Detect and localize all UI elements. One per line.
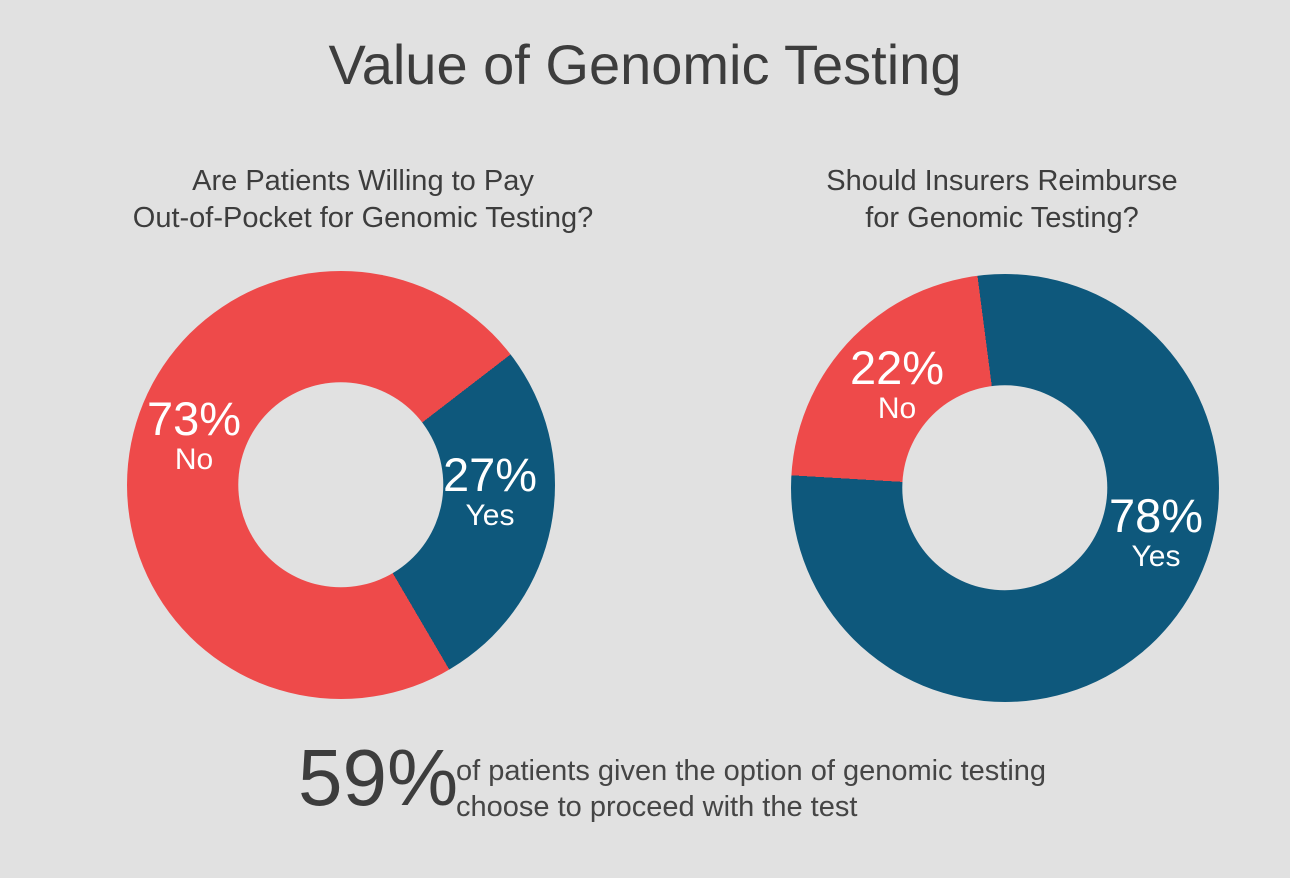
stat-number: 59%	[298, 733, 459, 822]
donut-chart-insurers-reimburse	[791, 274, 1219, 702]
right-chart-title-line1: Should Insurers Reimburse	[826, 165, 1178, 197]
left-chart-title-line2: Out-of-Pocket for Genomic Testing?	[132, 202, 594, 234]
page-title: Value of Genomic Testing	[328, 33, 962, 96]
right-chart-title-line2: for Genomic Testing?	[865, 202, 1139, 234]
stat-text-line1: of patients given the option of genomic …	[456, 755, 1047, 787]
donut-hole	[238, 382, 444, 588]
stat-text: of patients given the option of genomic …	[456, 753, 1046, 825]
right-chart-title: Should Insurers Reimburse for Genomic Te…	[697, 163, 1290, 237]
donut-hole	[902, 385, 1108, 591]
left-chart-title-line1: Are Patients Willing to Pay	[192, 165, 534, 197]
left-chart-title: Are Patients Willing to Pay Out-of-Pocke…	[58, 163, 668, 237]
stat-text-line2: choose to proceed with the test	[456, 791, 858, 823]
donut-chart-patients-pay	[127, 271, 555, 699]
